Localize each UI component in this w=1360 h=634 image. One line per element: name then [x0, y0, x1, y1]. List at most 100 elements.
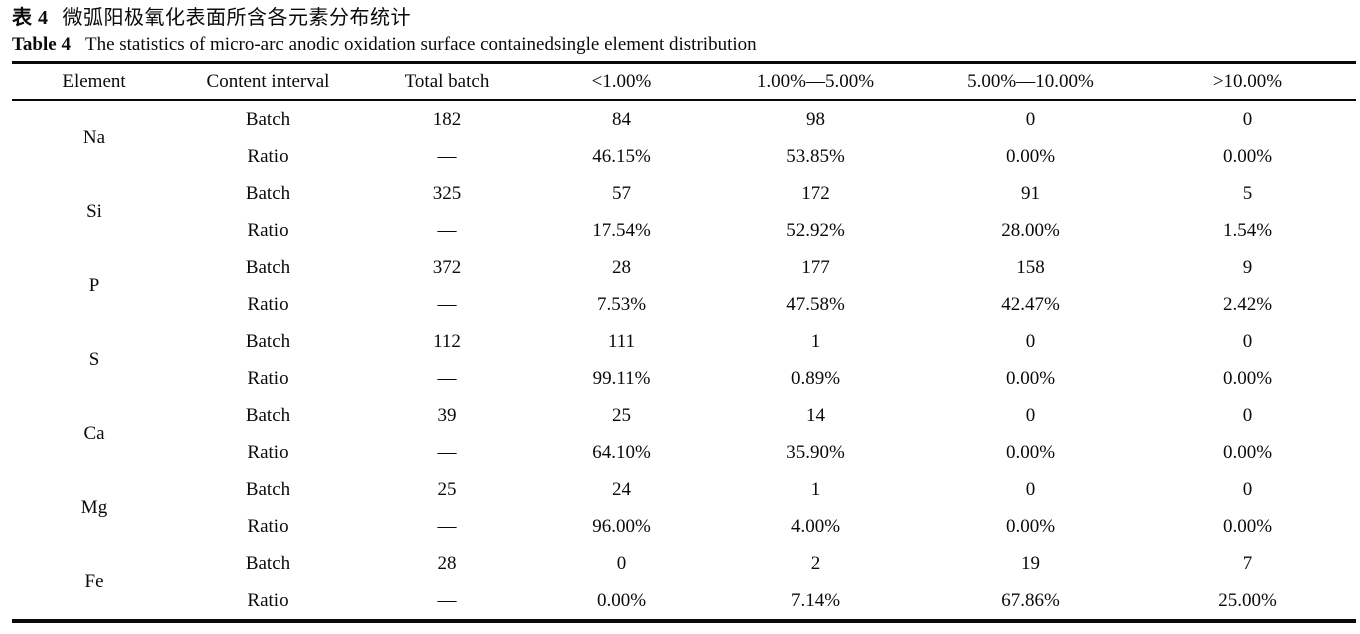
caption-en-title: The statistics of micro-arc anodic oxida…	[84, 34, 757, 55]
batch-row-mg: Mg Batch 25 24 1 0 0	[12, 471, 1356, 519]
value-cell: 0	[1025, 478, 1036, 500]
element-cell: Si	[86, 201, 102, 222]
total-dash-cell: —	[437, 219, 457, 241]
total-dash-cell: —	[437, 515, 457, 537]
value-cell: 84	[612, 108, 631, 130]
value-cell: 0.00%	[1222, 145, 1273, 167]
value-cell: 0.00%	[1005, 367, 1056, 389]
total-dash-cell: —	[437, 293, 457, 315]
value-cell: 42.47%	[1001, 293, 1060, 315]
value-cell: 53.85%	[786, 145, 845, 167]
value-cell: 35.90%	[786, 441, 845, 463]
value-cell: 0	[1242, 478, 1253, 500]
row-type-cell: Ratio	[247, 589, 289, 611]
total-batch-cell: 28	[437, 552, 457, 574]
element-cell: Fe	[84, 571, 104, 592]
value-cell: 57	[612, 182, 631, 204]
total-batch-cell: 39	[437, 404, 457, 426]
value-cell: 1.54%	[1222, 219, 1273, 241]
ratio-row-ca: Ratio — 64.10% 35.90% 0.00% 0.00%	[12, 434, 1356, 471]
value-cell: 0	[1242, 404, 1253, 426]
element-cell: Na	[82, 127, 106, 148]
table-caption: 表 4 微弧阳极氧化表面所含各元素分布统计 Table 4 The statisti…	[0, 0, 1360, 58]
batch-row-ca: Ca Batch 39 25 14 0 0	[12, 397, 1356, 445]
value-cell: 0	[1242, 108, 1253, 130]
caption-chinese: 表 4 微弧阳极氧化表面所含各元素分布统计	[12, 5, 1360, 32]
total-batch-cell: 112	[433, 330, 461, 352]
header-1-5pct: 1.00%—5.00%	[756, 70, 875, 92]
ratio-row-p: Ratio — 7.53% 47.58% 42.47% 2.42%	[12, 286, 1356, 323]
value-cell: 0	[1242, 330, 1253, 352]
total-batch-cell: 372	[432, 256, 462, 278]
value-cell: 0	[1025, 108, 1036, 130]
total-dash-cell: —	[437, 367, 457, 389]
value-cell: 91	[1021, 182, 1040, 204]
header-gt-10pct: >10.00%	[1212, 70, 1283, 92]
element-cell: P	[88, 275, 100, 296]
header-row: Element Content interval Total batch <1.…	[12, 63, 1356, 100]
header-content-interval: Content interval	[206, 70, 330, 92]
value-cell: 0.00%	[1222, 515, 1273, 537]
value-cell: 0.89%	[790, 367, 841, 389]
value-cell: 4.00%	[790, 515, 841, 537]
value-cell: 9	[1242, 256, 1253, 278]
value-cell: 19	[1021, 552, 1040, 574]
total-dash-cell: —	[437, 589, 457, 611]
batch-row-s: S Batch 112 111 1 0 0	[12, 323, 1356, 371]
value-cell: 25	[612, 404, 631, 426]
value-cell: 5	[1242, 182, 1253, 204]
value-cell: 7	[1242, 552, 1253, 574]
value-cell: 52.92%	[786, 219, 845, 241]
value-cell: 28	[612, 256, 631, 278]
header-lt-1pct: <1.00%	[591, 70, 652, 92]
value-cell: 111	[607, 330, 636, 352]
value-cell: 7.14%	[790, 589, 841, 611]
total-batch-cell: 182	[432, 108, 462, 130]
value-cell: 0.00%	[1005, 441, 1056, 463]
value-cell: 96.00%	[592, 515, 651, 537]
value-cell: 14	[806, 404, 825, 426]
ratio-row-si: Ratio — 17.54% 52.92% 28.00% 1.54%	[12, 212, 1356, 249]
caption-zh-label: 表 4	[12, 7, 49, 29]
ratio-row-mg: Ratio — 96.00% 4.00% 0.00% 0.00%	[12, 508, 1356, 545]
element-cell: Ca	[83, 423, 105, 444]
element-cell: Mg	[80, 497, 108, 518]
ratio-row-fe: Ratio — 0.00% 7.14% 67.86% 25.00%	[12, 582, 1356, 621]
value-cell: 0.00%	[1005, 515, 1056, 537]
row-type-cell: Batch	[245, 108, 291, 130]
row-type-cell: Ratio	[247, 515, 289, 537]
value-cell: 0	[616, 552, 627, 574]
value-cell: 2	[810, 552, 821, 574]
header-element: Element	[62, 70, 126, 92]
value-cell: 0.00%	[1005, 145, 1056, 167]
batch-row-si: Si Batch 325 57 172 91 5	[12, 175, 1356, 223]
value-cell: 0.00%	[1222, 367, 1273, 389]
total-dash-cell: —	[437, 441, 457, 463]
value-cell: 25.00%	[1218, 589, 1277, 611]
row-type-cell: Ratio	[247, 441, 289, 463]
total-batch-cell: 325	[432, 182, 462, 204]
row-type-cell: Batch	[245, 182, 291, 204]
value-cell: 98	[806, 108, 825, 130]
row-type-cell: Ratio	[247, 145, 289, 167]
value-cell: 64.10%	[592, 441, 651, 463]
value-cell: 24	[612, 478, 631, 500]
value-cell: 1	[810, 330, 821, 352]
value-cell: 28.00%	[1001, 219, 1060, 241]
value-cell: 46.15%	[592, 145, 651, 167]
statistics-table: Element Content interval Total batch <1.…	[12, 61, 1356, 623]
total-batch-cell: 25	[437, 478, 457, 500]
row-type-cell: Ratio	[247, 293, 289, 315]
value-cell: 2.42%	[1222, 293, 1273, 315]
value-cell: 0	[1025, 330, 1036, 352]
caption-en-label: Table 4	[12, 34, 71, 55]
row-type-cell: Ratio	[247, 219, 289, 241]
caption-english: Table 4 The statistics of micro-arc anodi…	[12, 32, 1360, 58]
value-cell: 177	[801, 256, 830, 278]
value-cell: 158	[1016, 256, 1045, 278]
row-type-cell: Batch	[245, 256, 291, 278]
value-cell: 67.86%	[1001, 589, 1060, 611]
value-cell: 7.53%	[596, 293, 647, 315]
batch-row-fe: Fe Batch 28 0 2 19 7	[12, 545, 1356, 593]
batch-row-p: P Batch 372 28 177 158 9	[12, 249, 1356, 297]
